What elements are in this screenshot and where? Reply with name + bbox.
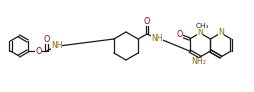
Text: O: O [43,35,50,44]
Text: NH₂: NH₂ [191,58,206,67]
Text: O: O [143,17,150,26]
Text: O: O [35,46,42,55]
Text: CH₃: CH₃ [195,23,208,29]
Text: NH: NH [151,34,162,44]
Text: N: N [196,28,202,37]
Text: N: N [217,28,223,37]
Text: NH: NH [51,41,62,51]
Text: O: O [176,30,182,39]
